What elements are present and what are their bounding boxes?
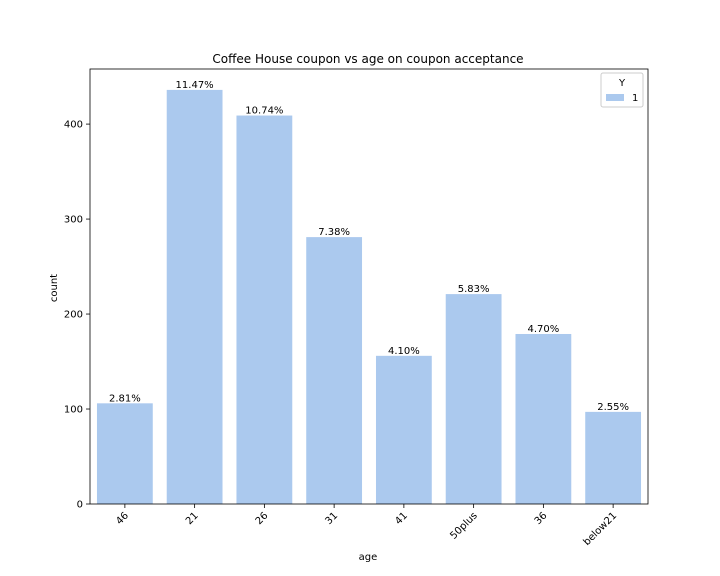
- x-axis-label: age: [359, 552, 378, 563]
- y-tick-label: 0: [77, 500, 83, 511]
- bar-50plus: [445, 294, 502, 504]
- y-tick-label: 300: [64, 215, 83, 226]
- bar-value-label: 2.55%: [597, 402, 629, 413]
- y-tick-label: 100: [64, 405, 83, 416]
- x-tick-label: 31: [323, 510, 340, 527]
- bar-36: [515, 333, 572, 504]
- legend: Y 1: [600, 72, 644, 108]
- bar-value-label: 10.74%: [245, 106, 283, 117]
- bar-21: [166, 89, 223, 505]
- bar-value-label: 11.47%: [176, 80, 214, 91]
- bar-value-label: 5.83%: [458, 284, 490, 295]
- x-tick-label: 21: [184, 510, 201, 527]
- y-tick-label: 200: [64, 310, 83, 321]
- bar-value-label: 7.38%: [318, 227, 350, 238]
- x-tick-label: 41: [393, 510, 410, 527]
- bar-31: [306, 237, 363, 505]
- x-tick-label: 36: [533, 510, 550, 527]
- bar-below21: [585, 411, 642, 504]
- y-axis-label: count: [49, 274, 60, 302]
- x-tick-label: below21: [582, 510, 620, 548]
- legend-title: Y: [618, 78, 626, 89]
- plot-frame: [89, 68, 649, 505]
- bar-value-label: 4.70%: [527, 324, 559, 335]
- bar-46: [96, 403, 153, 504]
- legend-entry-label: 1: [632, 93, 638, 104]
- bar-26: [236, 115, 293, 504]
- bar-value-label: 2.81%: [109, 393, 141, 404]
- x-tick-label: 26: [254, 510, 271, 527]
- bar-value-label: 4.10%: [388, 346, 420, 357]
- bar-41: [375, 355, 432, 504]
- legend-swatch: [606, 94, 624, 101]
- x-tick-label: 50plus: [448, 510, 479, 541]
- x-tick-label: 46: [114, 510, 131, 527]
- y-tick-label: 400: [64, 120, 83, 131]
- chart-title: Coffee House coupon vs age on coupon acc…: [212, 52, 523, 66]
- plot-area: 2.81% 46 11.47% 21 10.74% 26 7.38% 31 4.10% 41 5.8…: [64, 68, 649, 548]
